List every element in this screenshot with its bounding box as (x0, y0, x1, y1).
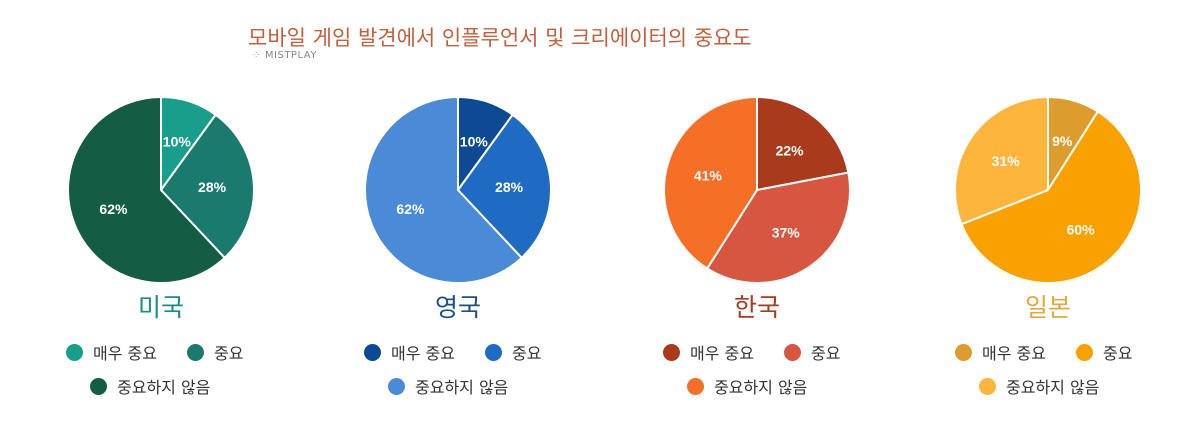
legend-label: 매우 중요 (93, 344, 157, 363)
legend-swatch-icon (955, 343, 972, 361)
data-label: 9% (1052, 133, 1073, 149)
legend-item: 중요 (784, 340, 840, 364)
pie-slice (756, 95, 850, 192)
brand-logo: ⁘ MISTPLAY (252, 50, 317, 61)
legend-swatch-icon (90, 377, 107, 395)
data-label: 62% (396, 201, 425, 217)
legend-swatch-icon (687, 377, 704, 395)
legend-swatch-icon (663, 343, 680, 361)
data-label: 10% (460, 133, 489, 149)
data-label: 60% (1067, 221, 1096, 237)
legend-item: 중요하지 않음 (388, 374, 508, 398)
data-label: 41% (694, 168, 723, 184)
legend-item: 매우 중요 (955, 340, 1046, 364)
legend-item: 중요 (1076, 340, 1132, 364)
legend-label: 중요 (1103, 344, 1133, 363)
data-label: 28% (198, 179, 227, 195)
pie-slice (960, 110, 1142, 285)
legend-label: 매우 중요 (690, 344, 754, 363)
legend-item: 중요하지 않음 (979, 374, 1099, 398)
legend-label: 중요 (214, 344, 244, 363)
legend-label: 중요하지 않음 (117, 378, 211, 397)
legend-item: 중요 (485, 340, 541, 364)
legend-swatch-icon (979, 377, 996, 395)
legend-label: 중요하지 않음 (714, 378, 808, 397)
legend-swatch-icon (66, 343, 83, 361)
legend-label: 중요하지 않음 (1006, 378, 1100, 397)
legend-label: 매우 중요 (982, 344, 1046, 363)
pie-slice (456, 113, 552, 260)
legend-label: 중요하지 않음 (415, 378, 509, 397)
brand-name: MISTPLAY (264, 50, 317, 61)
legend-item: 중요하지 않음 (90, 374, 210, 398)
legend-label: 중요 (512, 344, 542, 363)
country-title: 영국 (434, 293, 481, 322)
data-label: 62% (99, 201, 128, 217)
legend-swatch-icon (187, 343, 204, 361)
legend-swatch-icon (485, 343, 502, 361)
pie-slice (67, 95, 227, 284)
chart-title: 모바일 게임 발견에서 인플루언서 및 크리에이터의 중요도 (248, 26, 752, 50)
legend-item: 매우 중요 (663, 340, 754, 364)
legend-item: 중요 (187, 340, 243, 364)
pie-slice (954, 95, 1049, 226)
data-label: 37% (772, 224, 801, 240)
pie-slice (364, 95, 524, 284)
data-label: 10% (163, 133, 192, 149)
legend-swatch-icon (364, 343, 381, 361)
legend-swatch-icon (1076, 343, 1093, 361)
pie-slice (159, 113, 255, 260)
data-label: 28% (495, 179, 524, 195)
pie-slice (705, 171, 851, 284)
country-title: 일본 (1024, 293, 1071, 322)
legend-label: 중요 (811, 344, 841, 363)
legend-swatch-icon (784, 343, 801, 361)
legend-item: 매우 중요 (66, 340, 157, 364)
data-label: 31% (992, 153, 1021, 169)
brand-dots-icon: ⁘ (252, 50, 261, 61)
legend-swatch-icon (388, 377, 405, 395)
country-title: 한국 (733, 293, 780, 322)
legend-item: 중요하지 않음 (687, 374, 807, 398)
legend-label: 매우 중요 (391, 344, 455, 363)
pie-slice (663, 95, 758, 270)
legend-item: 매우 중요 (364, 340, 455, 364)
country-title: 미국 (137, 293, 184, 322)
data-label: 22% (776, 143, 805, 159)
